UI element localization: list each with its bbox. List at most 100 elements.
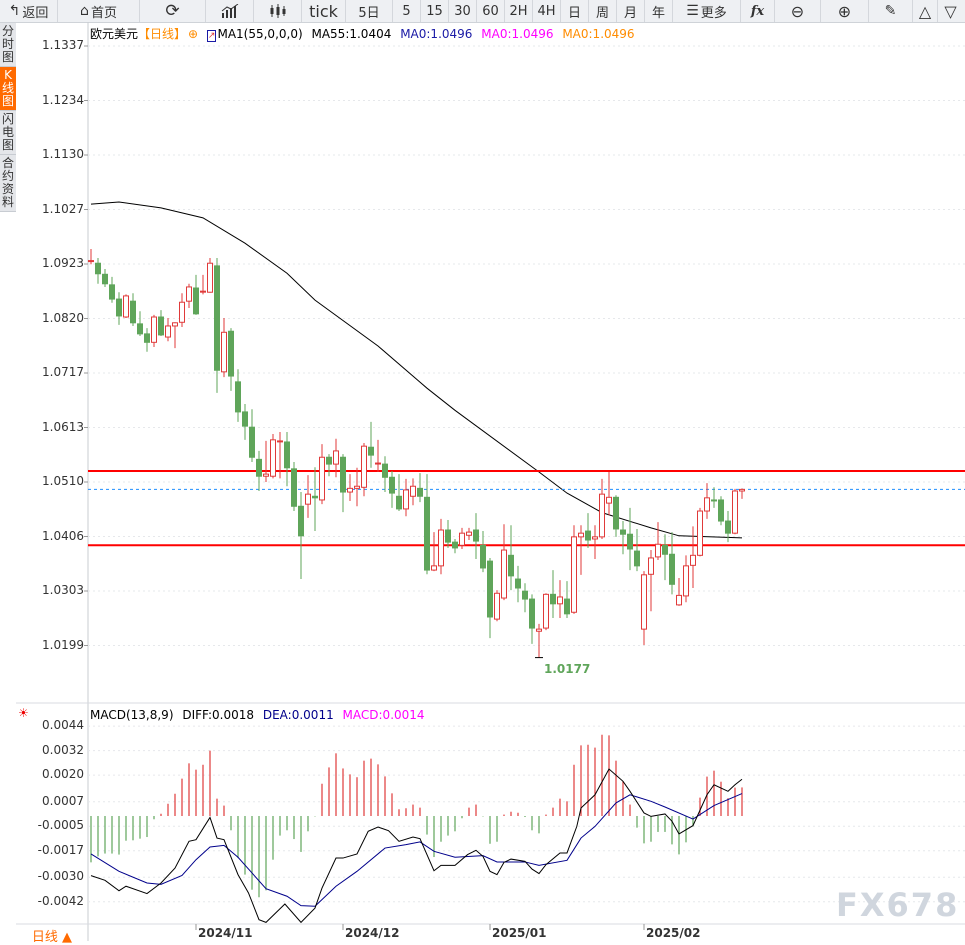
candle-body xyxy=(585,530,591,541)
function-button[interactable]: fx xyxy=(741,0,775,22)
zoom-out-button[interactable]: ⊖ xyxy=(775,0,821,22)
scroll-up-button[interactable]: △ xyxy=(913,0,938,22)
period-5-button[interactable]: 5 xyxy=(393,0,421,22)
candle-body xyxy=(361,445,367,488)
period-30-button[interactable]: 30 xyxy=(449,0,477,22)
period-day-button[interactable]: 日 xyxy=(561,0,589,22)
candle xyxy=(382,456,388,493)
indicator-settings-icon[interactable]: ☀ xyxy=(18,706,29,720)
candle xyxy=(557,580,563,619)
candle-body xyxy=(417,487,423,497)
candle xyxy=(627,507,633,571)
candle-body xyxy=(508,554,514,577)
dea-value: DEA:0.0011 xyxy=(262,708,334,722)
candle-body xyxy=(319,456,325,501)
back-button[interactable]: ↰ 返回 xyxy=(0,0,58,22)
five-day-button[interactable]: 5日 xyxy=(346,0,393,22)
tick-button[interactable]: tick xyxy=(302,0,346,22)
candle xyxy=(424,474,430,575)
candle xyxy=(361,443,367,497)
period-week-button[interactable]: 周 xyxy=(589,0,617,22)
candle xyxy=(669,532,675,595)
candle-body xyxy=(501,549,507,599)
candle xyxy=(368,421,374,468)
candle-body xyxy=(389,476,395,494)
price-axis-label: 1.0717 xyxy=(42,365,84,379)
period-4h-button[interactable]: 4H xyxy=(533,0,561,22)
candle-body xyxy=(137,323,143,335)
sidebar-tab-contract-info[interactable]: 合约资料 xyxy=(0,155,16,212)
candle xyxy=(263,440,269,483)
candle xyxy=(396,474,402,512)
ma0-value-a: MA0:1.0496 xyxy=(400,27,473,41)
crosshair-icon[interactable]: ⊕ xyxy=(188,27,199,41)
home-button[interactable]: ⌂ 首页 xyxy=(58,0,140,22)
period-60-button[interactable]: 60 xyxy=(477,0,505,22)
more-button[interactable]: ☰ 更多 xyxy=(673,0,741,22)
candle-body xyxy=(179,301,185,323)
candle xyxy=(130,293,136,326)
candle xyxy=(242,403,248,440)
candle xyxy=(599,478,605,539)
candle xyxy=(186,283,192,309)
candlestick-button[interactable] xyxy=(254,0,302,22)
candle xyxy=(438,518,444,575)
macd-params[interactable]: MACD(13,8,9) xyxy=(90,708,174,722)
sidebar-tab-timeshare[interactable]: 分时图 xyxy=(0,23,16,67)
candle-body xyxy=(613,496,619,530)
candle xyxy=(501,524,507,601)
ma0-value-c: MA0:1.0496 xyxy=(562,27,635,41)
candle-body xyxy=(564,598,570,615)
bar-chart-button[interactable] xyxy=(206,0,254,22)
price-axis-label: 1.1130 xyxy=(42,147,84,161)
period-2h-button[interactable]: 2H xyxy=(505,0,533,22)
macd-axis-label: -0.0042 xyxy=(37,893,84,908)
candle-body xyxy=(326,456,332,465)
refresh-button[interactable]: ⟳ xyxy=(140,0,206,22)
draw-button[interactable]: ✎ xyxy=(869,0,913,22)
ma-legend[interactable]: MA1(55,0,0,0) xyxy=(217,27,303,41)
sidebar-tab-flash[interactable]: 闪电图 xyxy=(0,111,16,155)
period-month-button[interactable]: 月 xyxy=(617,0,645,22)
zoom-in-button[interactable]: ⊕ xyxy=(821,0,869,22)
candle xyxy=(662,534,668,581)
candle-body xyxy=(725,520,731,534)
candle xyxy=(375,439,381,473)
candle-body xyxy=(410,485,416,497)
period-15-button[interactable]: 15 xyxy=(421,0,449,22)
macd-axis-label: -0.0017 xyxy=(37,842,84,857)
price-axis-label: 1.1234 xyxy=(42,92,84,107)
candle xyxy=(207,257,213,293)
candle xyxy=(585,513,591,548)
candle-body xyxy=(375,462,381,465)
candle xyxy=(95,257,101,284)
candle xyxy=(641,571,647,645)
candle-body xyxy=(298,505,304,537)
candle xyxy=(235,369,241,422)
period-year-button[interactable]: 年 xyxy=(645,0,673,22)
candle-body xyxy=(543,593,549,629)
candle-body xyxy=(340,456,346,493)
indicator-chart-icon[interactable]: ↗ xyxy=(206,30,217,42)
candle-body xyxy=(690,554,696,566)
candle xyxy=(340,454,346,513)
candlestick-icon xyxy=(270,4,285,18)
ma55-value: MA55:1.0404 xyxy=(311,27,392,41)
x-axis-label: 2025/02 xyxy=(646,926,701,940)
candle xyxy=(725,511,731,543)
candle-body xyxy=(606,496,612,504)
function-icon: fx xyxy=(750,3,765,19)
candle xyxy=(333,438,339,478)
scroll-down-button[interactable]: ▽ xyxy=(938,0,963,22)
candle xyxy=(494,590,500,622)
period-selector-button[interactable]: 日线 ▲ xyxy=(31,930,73,945)
candle-body xyxy=(123,295,129,318)
candle xyxy=(123,294,129,319)
candle xyxy=(543,593,549,631)
candle xyxy=(480,531,486,573)
bar-chart-icon xyxy=(221,4,238,18)
price-axis-label: 1.1027 xyxy=(42,201,84,216)
candle xyxy=(319,444,325,505)
